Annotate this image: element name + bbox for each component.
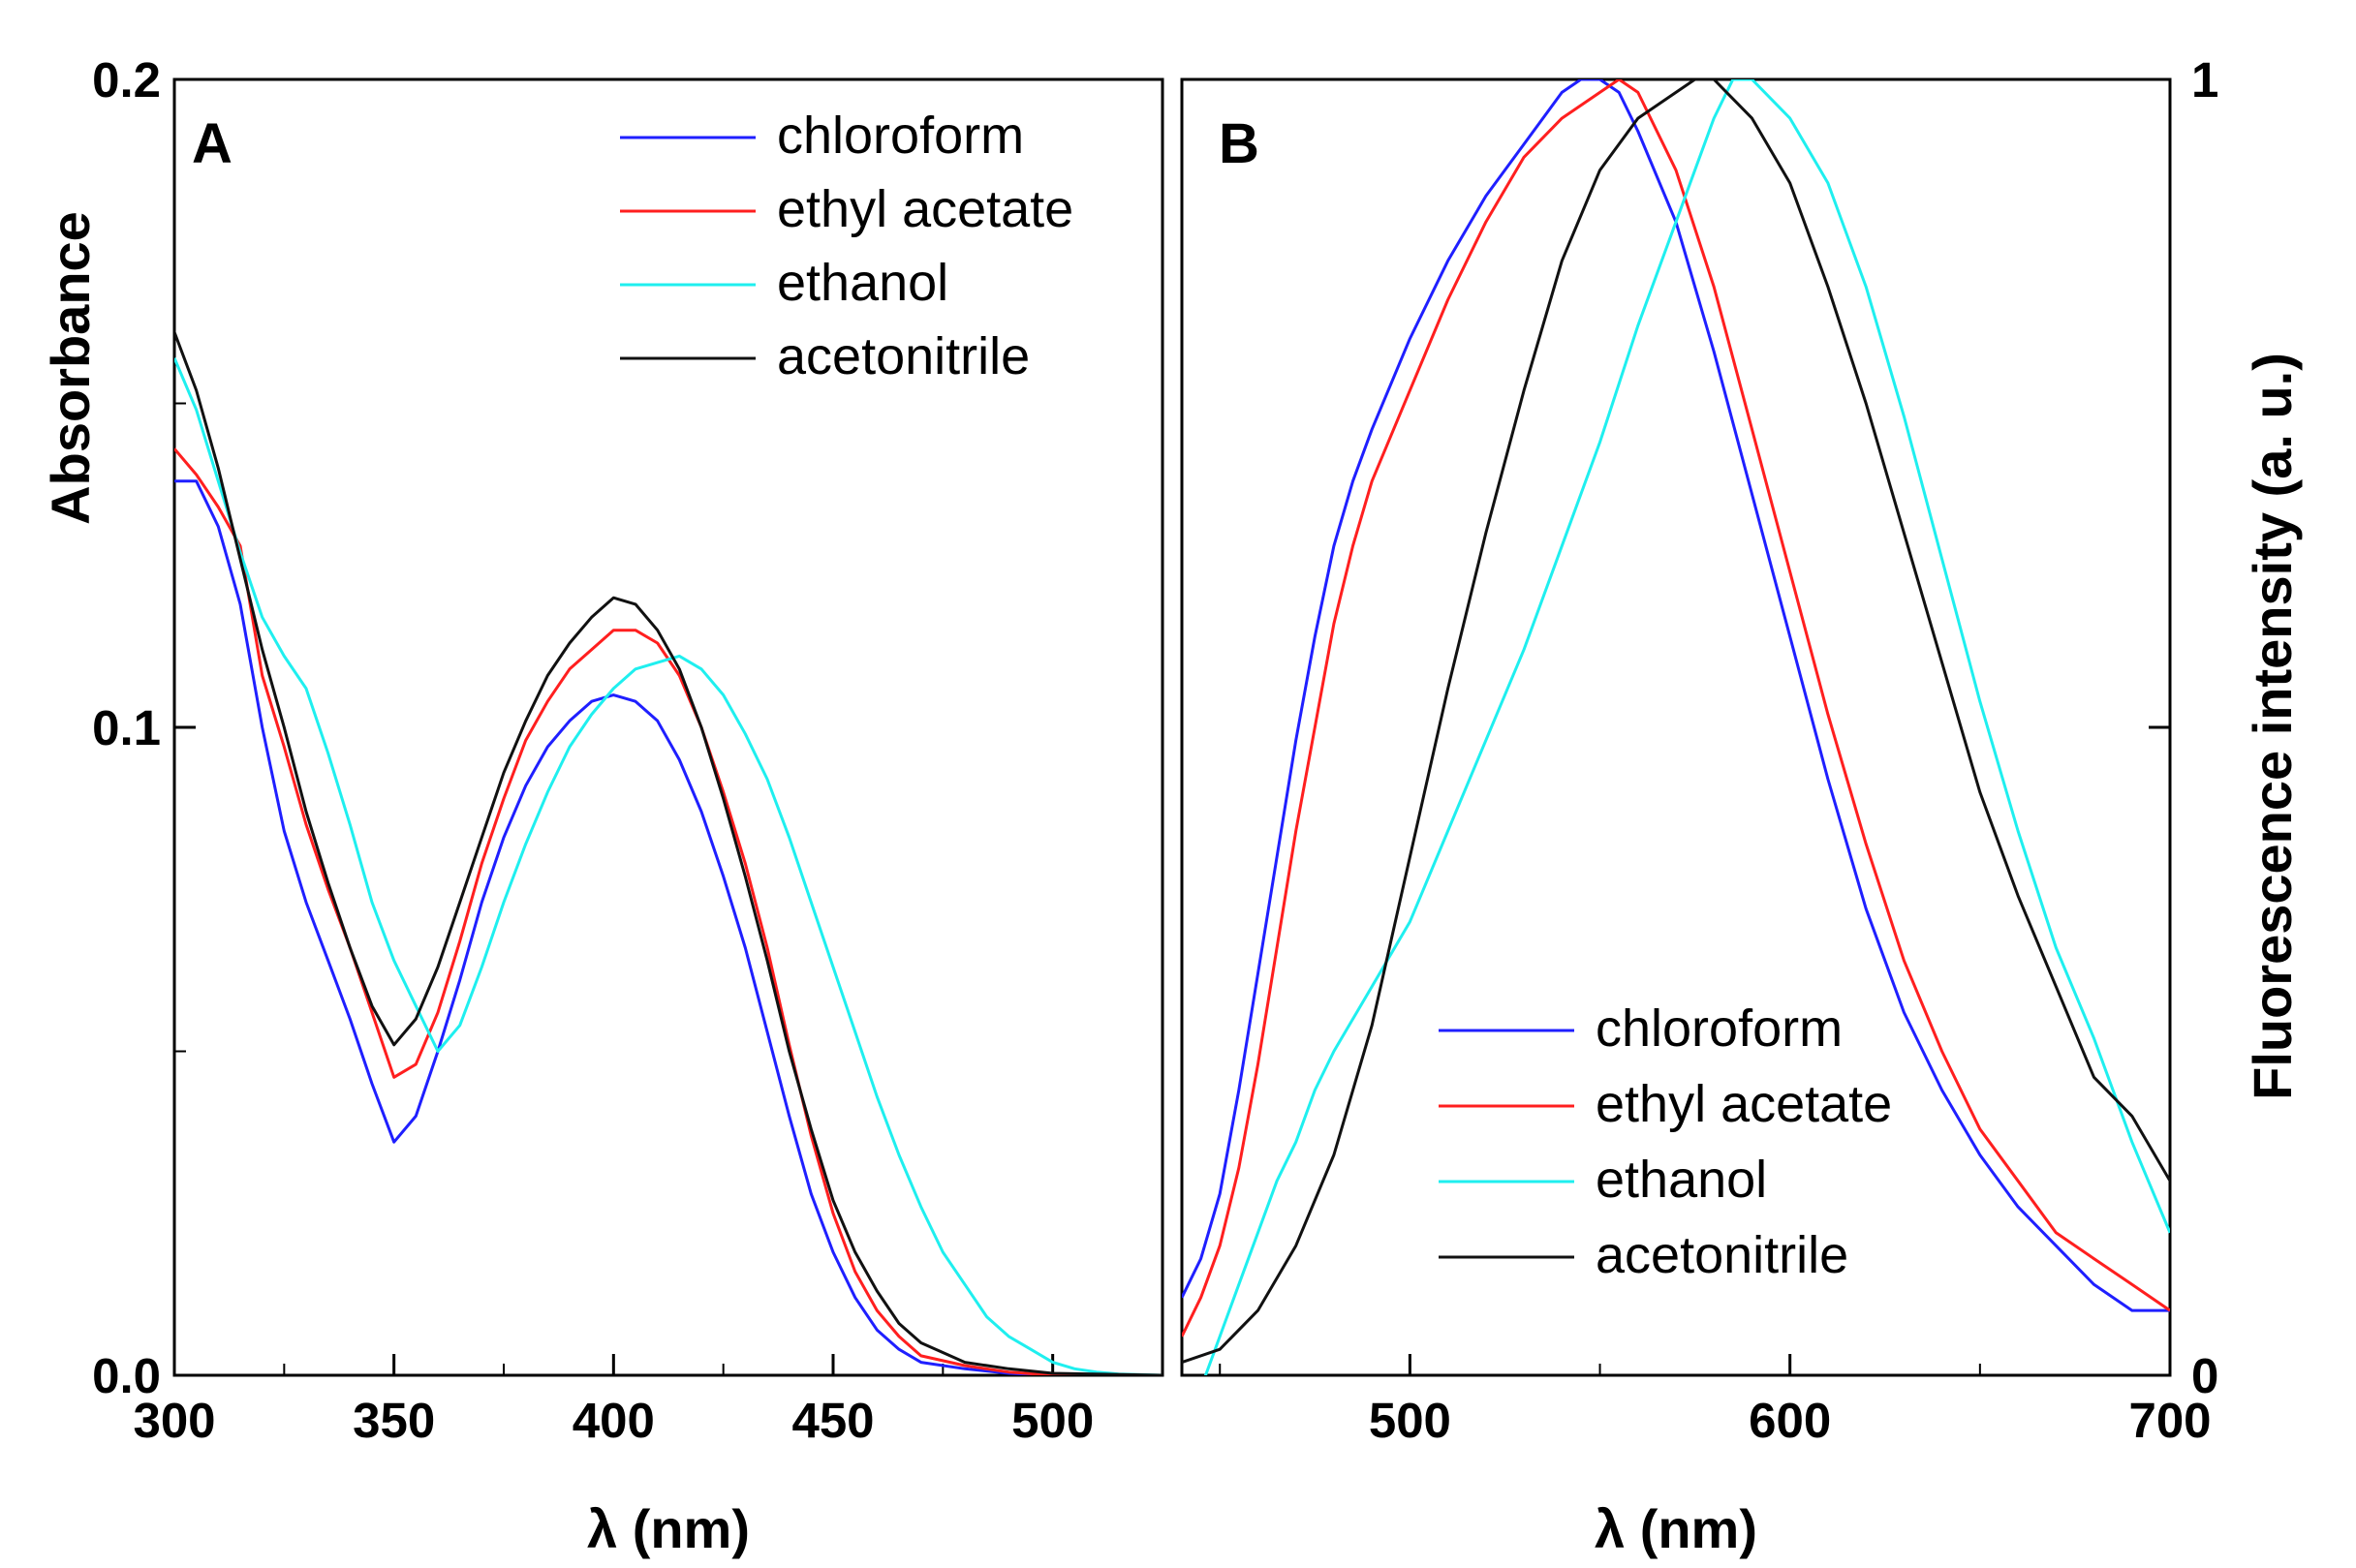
panel-a-series-chloroform <box>174 479 1162 1375</box>
panel-b-series <box>1182 79 2170 1375</box>
legend-label-ethanol: ethanol <box>777 254 948 312</box>
legend-label-acetonitrile: acetonitrile <box>777 327 1030 385</box>
panel-a-series <box>174 331 1162 1375</box>
panel-a-series-ethanol <box>174 357 1162 1375</box>
panel-a-frame <box>172 77 1164 1377</box>
panel-a-x-axis-label: λ (nm) <box>587 1498 750 1559</box>
panel-b-series-ethanol <box>1203 79 2170 1375</box>
panel-a-y-tick-label: 0.0 <box>92 1348 161 1403</box>
panel-a-x-tick-label: 350 <box>353 1393 435 1448</box>
panel-b-x-tick-label: 600 <box>1749 1393 1831 1448</box>
panel-b-series-ethyl-acetate <box>1182 79 2170 1337</box>
panel-a-series-acetonitrile <box>174 331 1162 1375</box>
panel-b-y-tick-label: 1 <box>2191 52 2218 108</box>
panel-b-letter: B <box>1219 112 1259 175</box>
panel-b-y-tick-label: 0 <box>2191 1348 2218 1403</box>
legend-label-chloroform: chloroform <box>777 107 1024 165</box>
panel-a-x-tick-label: 300 <box>133 1393 215 1448</box>
panel-a-y-tick-label: 0.1 <box>92 700 161 755</box>
panel-b-x-tick-label: 500 <box>1369 1393 1451 1448</box>
legend-label-ethyl-acetate: ethyl acetate <box>777 180 1073 238</box>
panel-b-series-acetonitrile <box>1182 79 2170 1365</box>
panel-a-ticks: 300 350 400 450 500 0.0 0.1 0.2 <box>92 52 1163 1448</box>
panel-b-x-tick-label: 700 <box>2128 1393 2211 1448</box>
legend-label-ethanol: ethanol <box>1596 1151 1767 1209</box>
legend-label-ethyl-acetate: ethyl acetate <box>1596 1075 1892 1133</box>
panel-a-y-axis-label: Absorbance <box>40 211 101 525</box>
panel-b-y-axis-label: Fluorescence intensity (a. u.) <box>2242 353 2303 1100</box>
panel-a-y-tick-label: 0.2 <box>92 52 161 108</box>
panel-a-letter: A <box>192 112 232 175</box>
panel-a-x-tick-label: 500 <box>1011 1393 1094 1448</box>
panel-b-x-axis-label: λ (nm) <box>1595 1498 1757 1559</box>
panel-a-x-tick-label: 400 <box>573 1393 655 1448</box>
panel-a-series-ethyl-acetate <box>174 447 1162 1375</box>
panel-b-legend: chloroform ethyl acetate ethanol acetonitri… <box>1439 999 1892 1284</box>
panel-b-series-chloroform <box>1182 79 2170 1312</box>
panel-a-absorbance: A 300 350 400 450 500 0.0 0.1 0.2 chloroform eth… <box>40 52 1164 1559</box>
legend-label-acetonitrile: acetonitrile <box>1596 1226 1848 1284</box>
panel-a-legend: chloroform ethyl acetate ethanol acetonitri… <box>620 107 1073 385</box>
panel-a-x-tick-label: 450 <box>791 1393 874 1448</box>
legend-label-chloroform: chloroform <box>1596 999 1843 1058</box>
